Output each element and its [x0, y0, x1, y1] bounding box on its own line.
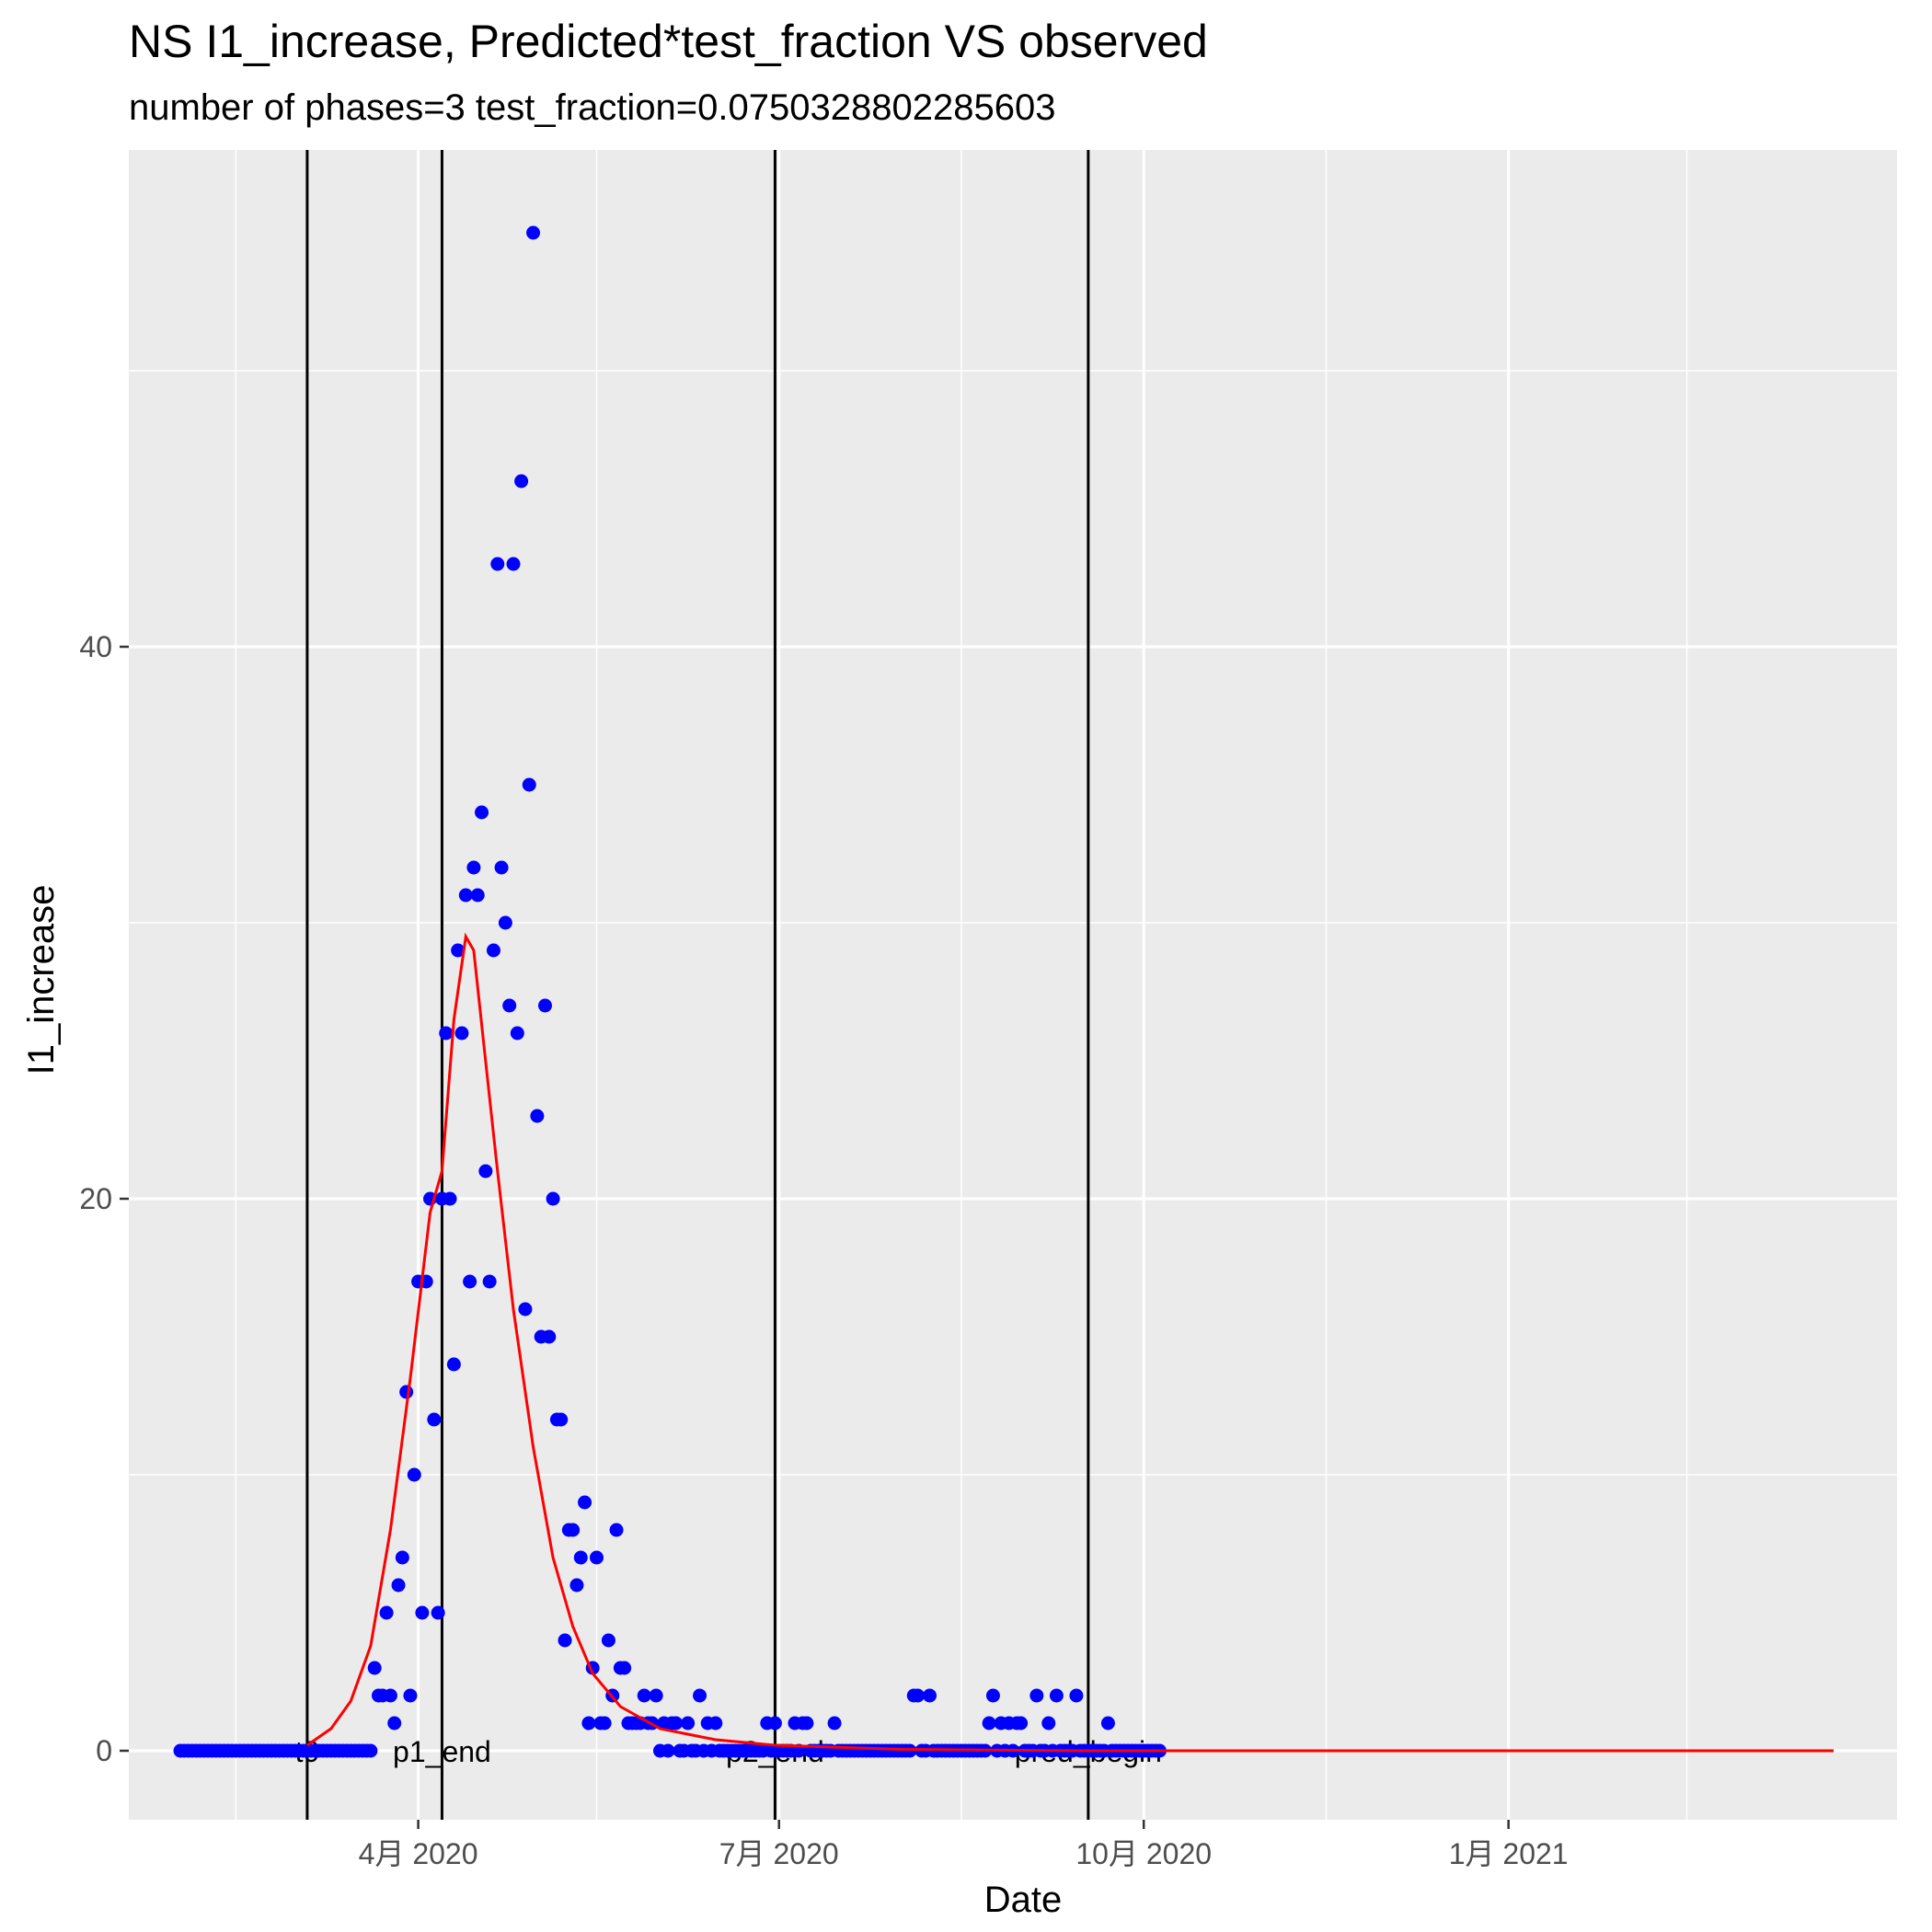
data-point [431, 1605, 445, 1620]
x-tick-label: 10月 2020 [1075, 1837, 1212, 1870]
data-point [827, 1716, 842, 1731]
data-point [767, 1716, 782, 1731]
data-point [363, 1743, 378, 1758]
data-point [637, 1688, 651, 1703]
data-point [443, 1191, 457, 1206]
data-point [514, 474, 529, 489]
data-point [522, 777, 536, 792]
data-point [403, 1688, 418, 1703]
data-point [546, 1191, 560, 1206]
data-point [478, 1164, 493, 1179]
data-point [649, 1688, 663, 1703]
data-point [466, 860, 481, 875]
data-point [1041, 1716, 1056, 1731]
data-point [427, 1412, 442, 1427]
data-point [407, 1467, 421, 1482]
data-point [399, 1385, 414, 1399]
data-point [454, 1026, 469, 1041]
data-point [537, 998, 552, 1013]
data-point [518, 1302, 533, 1317]
y-tick-label: 0 [96, 1734, 112, 1767]
data-point [367, 1661, 382, 1675]
data-point [708, 1716, 723, 1731]
data-point [510, 1026, 524, 1041]
fit-line [306, 932, 1834, 1753]
data-point [379, 1605, 394, 1620]
data-point [573, 1550, 588, 1565]
data-point [1014, 1716, 1029, 1731]
data-point [1029, 1688, 1044, 1703]
line-layer [306, 932, 1834, 1753]
x-axis-title: Date [984, 1880, 1063, 1920]
y-axis-title: I1_increase [21, 885, 62, 1075]
data-point [498, 915, 512, 930]
x-tick-label: 4月 2020 [359, 1837, 478, 1870]
x-tick-label: 7月 2020 [719, 1837, 839, 1870]
data-point [482, 1274, 497, 1289]
data-point [387, 1716, 402, 1731]
data-point [609, 1523, 624, 1537]
data-point [526, 225, 541, 240]
chart-title: NS I1_increase, Predicted*test_fraction … [129, 16, 1208, 67]
data-point [590, 1550, 604, 1565]
tick-layer: 4月 2020 7月 2020 10月 2020 1月 2021 0 20 40 [79, 630, 1568, 1870]
data-point [578, 1495, 592, 1510]
point-layer [173, 225, 1167, 1758]
plot-panel [129, 150, 1897, 1820]
data-point [395, 1550, 409, 1565]
data-point [554, 1412, 569, 1427]
data-point [446, 1357, 461, 1372]
data-point [463, 1274, 477, 1289]
y-tick-label: 40 [79, 630, 112, 663]
data-point [1049, 1688, 1064, 1703]
data-point [475, 805, 489, 820]
data-point [502, 998, 517, 1013]
x-tick-label: 1月 2021 [1449, 1837, 1569, 1870]
data-point [799, 1716, 814, 1731]
y-tick-label: 20 [79, 1182, 112, 1215]
data-point [383, 1688, 397, 1703]
data-point [1069, 1688, 1084, 1703]
vline-label-p1_end: p1_end [393, 1735, 491, 1768]
data-point [558, 1633, 572, 1648]
data-point [661, 1743, 675, 1758]
data-point [566, 1523, 581, 1537]
data-point [597, 1716, 612, 1731]
data-point [486, 943, 500, 958]
chart-subtitle: number of phases=3 test_fraction=0.07503… [129, 87, 1055, 128]
data-point [982, 1716, 996, 1731]
data-point [542, 1329, 557, 1344]
data-point [911, 1688, 926, 1703]
data-point [415, 1605, 430, 1620]
data-point [693, 1688, 707, 1703]
data-point [470, 888, 485, 903]
data-point [923, 1688, 937, 1703]
data-point [458, 888, 473, 903]
data-point [530, 1109, 545, 1123]
data-point [601, 1633, 615, 1648]
data-point [669, 1716, 684, 1731]
grid-layer [129, 150, 1897, 1820]
data-point [494, 860, 509, 875]
data-point [506, 557, 521, 571]
data-point [569, 1578, 584, 1593]
data-point [391, 1578, 406, 1593]
data-point [617, 1661, 632, 1675]
data-point [490, 557, 505, 571]
data-point [451, 943, 466, 958]
data-point [681, 1716, 696, 1731]
data-point [439, 1026, 454, 1041]
data-point [1100, 1716, 1115, 1731]
data-point [985, 1688, 1000, 1703]
data-point [581, 1716, 596, 1731]
